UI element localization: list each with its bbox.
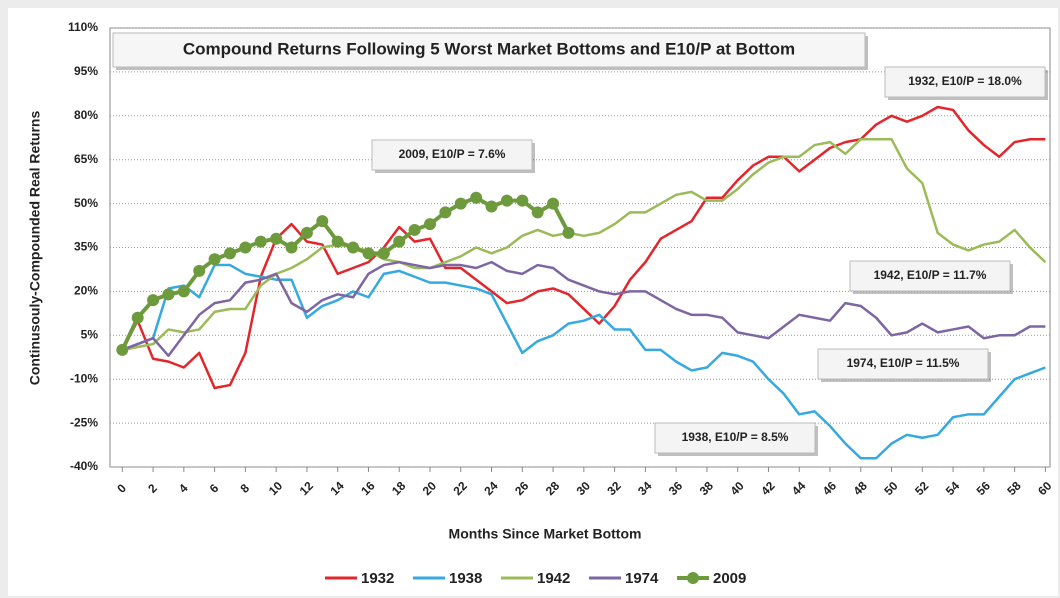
data-point xyxy=(270,232,283,245)
data-point xyxy=(393,235,406,248)
annotation: 1942, E10/P = 11.7% xyxy=(874,268,987,282)
data-point xyxy=(300,226,313,239)
data-point xyxy=(116,343,129,356)
y-tick-label: 20% xyxy=(74,284,98,298)
data-point xyxy=(224,247,236,260)
data-point xyxy=(562,226,575,239)
annotation: 1932, E10/P = 18.0% xyxy=(908,74,1022,88)
annotation-box xyxy=(884,66,1046,98)
lines xyxy=(116,105,1047,460)
x-axis-label: Months Since Market Bottom xyxy=(449,526,642,542)
y-axis-label: Continusouly-Compounded Real Returns xyxy=(27,111,43,386)
data-point xyxy=(254,235,267,248)
annotations: 1932, E10/P = 18.0% 2009, E10/P = 7.6% 194… xyxy=(371,66,1048,456)
chart-background xyxy=(8,8,1058,596)
y-tick-label: -40% xyxy=(70,459,98,473)
data-point xyxy=(147,294,160,307)
annotation: 1974, E10/P = 11.5% xyxy=(847,356,960,370)
data-point xyxy=(362,247,375,260)
data-point xyxy=(547,197,560,210)
data-point xyxy=(516,194,529,207)
data-point xyxy=(377,247,390,260)
legend: 1932 1938 1942 1974 2009 xyxy=(325,570,746,587)
y-tick-label: 80% xyxy=(74,108,98,122)
chart-title: Compound Returns Following 5 Worst Marke… xyxy=(183,39,795,58)
legend-label: 1938 xyxy=(449,570,482,587)
legend-marker xyxy=(687,572,699,584)
data-point xyxy=(162,288,175,301)
annotation: 2009, E10/P = 7.6% xyxy=(399,147,506,161)
data-point xyxy=(439,206,452,219)
data-point xyxy=(285,241,298,254)
data-point xyxy=(316,215,329,228)
data-point xyxy=(424,218,436,231)
legend-label: 1974 xyxy=(625,570,659,587)
legend-label: 2009 xyxy=(713,570,746,587)
annotation-box xyxy=(654,422,816,454)
data-point xyxy=(193,264,206,277)
data-point xyxy=(500,194,513,207)
legend-label: 1932 xyxy=(361,570,394,587)
data-point xyxy=(131,311,144,324)
data-point xyxy=(485,200,498,213)
y-tick-label: -10% xyxy=(70,371,98,385)
data-point xyxy=(408,223,421,236)
y-tick-label: 50% xyxy=(74,196,98,210)
y-tick-label: 95% xyxy=(74,64,98,78)
data-point xyxy=(531,206,544,219)
annotation-box xyxy=(371,139,533,171)
data-point xyxy=(331,235,344,248)
legend-label: 1942 xyxy=(537,570,570,587)
data-point xyxy=(239,241,252,254)
y-tick-label: -25% xyxy=(70,415,98,429)
annotation-box xyxy=(817,348,989,380)
data-point xyxy=(177,285,190,298)
y-tick-label: 35% xyxy=(74,240,98,254)
y-tick-label: 5% xyxy=(81,327,99,341)
data-point xyxy=(347,241,360,254)
data-point xyxy=(454,197,467,210)
y-tick-label: 65% xyxy=(74,152,98,166)
series-line xyxy=(121,263,1046,460)
series-line xyxy=(121,260,1046,358)
title-box xyxy=(112,32,866,68)
data-point xyxy=(470,191,483,204)
annotation: 1938, E10/P = 8.5% xyxy=(682,430,789,444)
y-tick-label: 110% xyxy=(68,20,98,34)
data-point xyxy=(208,253,221,266)
annotation-box xyxy=(849,260,1011,292)
